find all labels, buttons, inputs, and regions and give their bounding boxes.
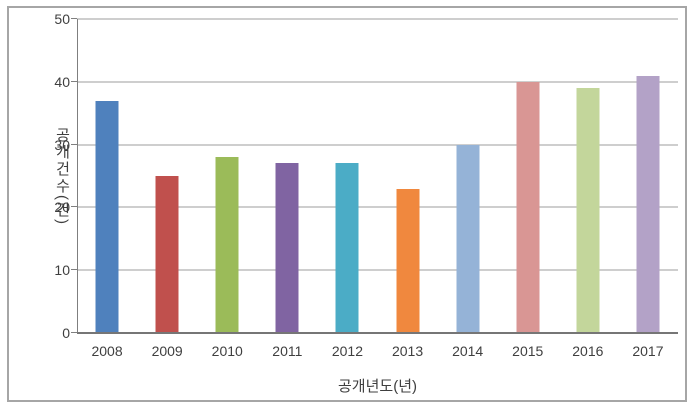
x-tick-label: 2008 [91,343,123,359]
y-axis-title: 공개건수(건) [53,126,71,226]
x-tick-label: 2012 [331,343,364,359]
x-tick-label: 2014 [452,343,484,359]
y-tick-mark [71,332,77,333]
bar-2011 [275,163,299,333]
x-tick-label: 2015 [512,343,544,359]
y-tick-label: 40 [54,73,70,90]
y-tick-label: 10 [54,262,70,279]
x-tick-label: 2016 [572,343,604,359]
x-tick-label: 2017 [632,343,664,359]
bar-2008 [95,100,119,333]
bar-2017 [636,75,660,333]
gridline [77,18,678,20]
bar-2009 [155,176,179,333]
y-axis-line [77,19,78,333]
gridline [77,269,678,271]
bar-2014 [456,144,480,333]
y-tick-label: 20 [54,199,70,216]
y-tick-label: 30 [54,136,70,153]
y-tick-mark [71,269,77,271]
x-axis-line [77,332,678,334]
gridline [77,144,678,146]
bar-2013 [396,188,420,333]
bar-2012 [335,163,359,333]
y-tick-mark [71,206,77,208]
y-tick-mark [71,18,77,19]
y-tick-mark [71,80,77,82]
x-tick-label: 2011 [272,343,303,359]
x-axis-title: 공개년도(년) [338,378,417,395]
plot-area [71,18,678,334]
gridline [77,81,678,83]
bar-2016 [576,88,600,333]
bar-2015 [516,81,540,333]
x-tick-label: 2010 [211,343,243,359]
y-tick-mark [71,143,77,145]
y-tick-label: 0 [62,325,70,341]
bar-2010 [215,157,239,333]
x-tick-label: 2009 [151,343,183,359]
x-tick-label: 2013 [391,343,424,359]
y-tick-label: 50 [54,11,70,27]
gridline [77,206,678,208]
